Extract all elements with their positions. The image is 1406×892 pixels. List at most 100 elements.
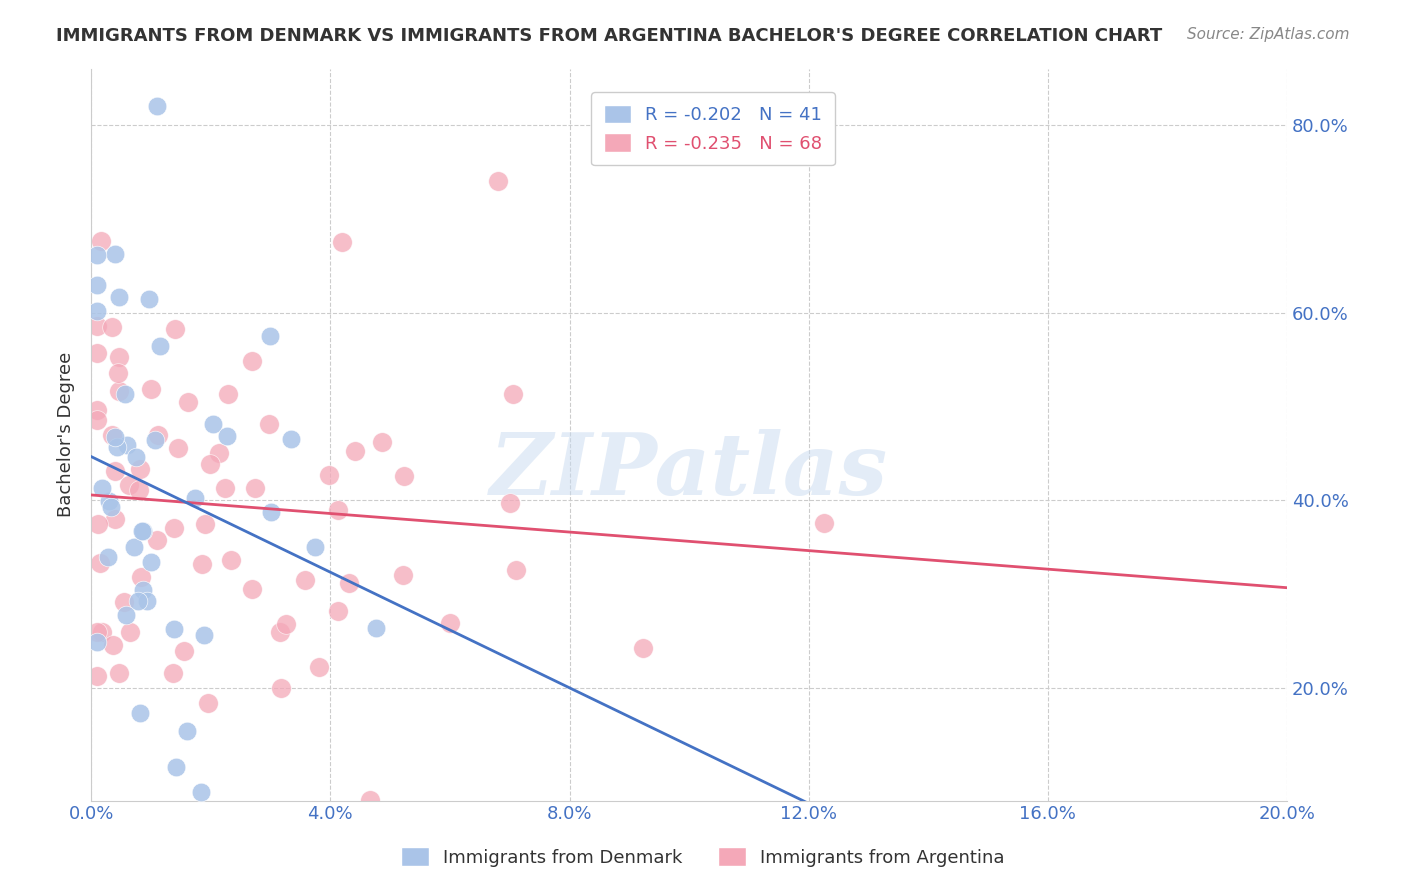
Immigrants from Argentina bbox=[813, 516, 835, 531]
Immigrants from Argentina bbox=[392, 469, 415, 483]
Immigrants from Argentina bbox=[219, 552, 242, 566]
Immigrants from Denmark bbox=[114, 387, 136, 401]
Immigrants from Denmark bbox=[131, 524, 153, 538]
Immigrants from Denmark bbox=[190, 785, 212, 799]
Immigrants from Denmark bbox=[138, 292, 160, 306]
Immigrants from Argentina bbox=[89, 557, 111, 571]
Immigrants from Argentina bbox=[107, 665, 129, 680]
Immigrants from Denmark bbox=[115, 607, 138, 622]
Immigrants from Argentina bbox=[173, 644, 195, 658]
Text: ZIPatlas: ZIPatlas bbox=[491, 429, 889, 513]
Immigrants from Denmark bbox=[260, 505, 283, 519]
Immigrants from Argentina bbox=[107, 366, 129, 380]
Immigrants from Denmark bbox=[86, 278, 108, 293]
Immigrants from Denmark bbox=[132, 524, 155, 538]
Immigrants from Denmark bbox=[139, 555, 162, 569]
Immigrants from Argentina bbox=[191, 558, 214, 572]
Immigrants from Argentina bbox=[294, 573, 316, 587]
Immigrants from Denmark bbox=[163, 622, 186, 636]
Immigrants from Argentina bbox=[217, 386, 239, 401]
Immigrants from Argentina bbox=[118, 478, 141, 492]
Immigrants from Denmark bbox=[86, 303, 108, 318]
Immigrants from Denmark bbox=[103, 247, 125, 261]
Immigrants from Argentina bbox=[162, 665, 184, 680]
Immigrants from Denmark bbox=[135, 593, 157, 607]
Immigrants from Argentina bbox=[486, 174, 509, 188]
Immigrants from Argentina bbox=[330, 235, 353, 249]
Immigrants from Denmark bbox=[132, 582, 155, 597]
Immigrants from Argentina bbox=[200, 457, 222, 471]
Immigrants from Argentina bbox=[90, 234, 112, 248]
Immigrants from Denmark bbox=[128, 706, 150, 720]
Immigrants from Denmark bbox=[217, 428, 239, 442]
Immigrants from Argentina bbox=[240, 354, 263, 368]
Immigrants from Argentina bbox=[86, 319, 108, 334]
Immigrants from Argentina bbox=[270, 681, 292, 695]
Immigrants from Denmark bbox=[176, 723, 198, 738]
Immigrants from Argentina bbox=[240, 582, 263, 597]
Immigrants from Argentina bbox=[141, 382, 163, 396]
Legend: Immigrants from Denmark, Immigrants from Argentina: Immigrants from Denmark, Immigrants from… bbox=[394, 840, 1012, 874]
Immigrants from Argentina bbox=[274, 617, 297, 632]
Immigrants from Argentina bbox=[337, 576, 360, 591]
Immigrants from Denmark bbox=[100, 500, 122, 514]
Immigrants from Denmark bbox=[143, 433, 166, 447]
Immigrants from Argentina bbox=[163, 521, 186, 535]
Immigrants from Argentina bbox=[90, 624, 112, 639]
Immigrants from Argentina bbox=[104, 512, 127, 526]
Immigrants from Denmark bbox=[97, 550, 120, 565]
Immigrants from Denmark bbox=[127, 593, 149, 607]
Immigrants from Argentina bbox=[269, 625, 291, 640]
Immigrants from Argentina bbox=[243, 482, 266, 496]
Immigrants from Argentina bbox=[128, 462, 150, 476]
Immigrants from Argentina bbox=[633, 640, 655, 655]
Immigrants from Argentina bbox=[128, 483, 150, 498]
Immigrants from Denmark bbox=[124, 541, 146, 555]
Immigrants from Argentina bbox=[101, 638, 124, 652]
Immigrants from Argentina bbox=[194, 516, 217, 531]
Immigrants from Argentina bbox=[120, 625, 142, 640]
Immigrants from Argentina bbox=[87, 517, 110, 532]
Immigrants from Denmark bbox=[105, 440, 128, 454]
Immigrants from Argentina bbox=[502, 387, 524, 401]
Immigrants from Argentina bbox=[326, 604, 349, 618]
Immigrants from Argentina bbox=[86, 345, 108, 359]
Immigrants from Argentina bbox=[176, 394, 198, 409]
Immigrants from Argentina bbox=[112, 595, 135, 609]
Immigrants from Denmark bbox=[86, 635, 108, 649]
Immigrants from Argentina bbox=[439, 615, 461, 630]
Text: IMMIGRANTS FROM DENMARK VS IMMIGRANTS FROM ARGENTINA BACHELOR'S DEGREE CORRELATI: IMMIGRANTS FROM DENMARK VS IMMIGRANTS FR… bbox=[56, 27, 1163, 45]
Immigrants from Denmark bbox=[304, 540, 326, 554]
Immigrants from Argentina bbox=[326, 502, 349, 516]
Immigrants from Argentina bbox=[108, 384, 131, 398]
Immigrants from Argentina bbox=[359, 793, 381, 807]
Immigrants from Denmark bbox=[98, 494, 121, 508]
Immigrants from Denmark bbox=[115, 438, 138, 452]
Immigrants from Argentina bbox=[371, 435, 394, 450]
Immigrants from Denmark bbox=[165, 760, 187, 774]
Y-axis label: Bachelor's Degree: Bachelor's Degree bbox=[58, 352, 75, 517]
Immigrants from Argentina bbox=[86, 413, 108, 427]
Legend: R = -0.202   N = 41, R = -0.235   N = 68: R = -0.202 N = 41, R = -0.235 N = 68 bbox=[591, 92, 835, 165]
Immigrants from Argentina bbox=[101, 428, 124, 442]
Immigrants from Argentina bbox=[146, 533, 169, 547]
Immigrants from Argentina bbox=[259, 417, 281, 431]
Immigrants from Argentina bbox=[148, 428, 170, 442]
Immigrants from Argentina bbox=[163, 322, 186, 336]
Immigrants from Argentina bbox=[167, 441, 190, 455]
Immigrants from Denmark bbox=[146, 99, 169, 113]
Immigrants from Argentina bbox=[214, 481, 236, 495]
Immigrants from Denmark bbox=[366, 621, 388, 635]
Immigrants from Argentina bbox=[505, 564, 527, 578]
Immigrants from Argentina bbox=[318, 468, 340, 483]
Immigrants from Argentina bbox=[343, 444, 366, 458]
Immigrants from Denmark bbox=[193, 628, 215, 642]
Immigrants from Denmark bbox=[201, 417, 224, 431]
Immigrants from Denmark bbox=[104, 430, 127, 444]
Immigrants from Denmark bbox=[259, 328, 281, 343]
Text: Source: ZipAtlas.com: Source: ZipAtlas.com bbox=[1187, 27, 1350, 42]
Immigrants from Argentina bbox=[308, 659, 330, 673]
Immigrants from Argentina bbox=[498, 496, 520, 510]
Immigrants from Argentina bbox=[391, 568, 413, 582]
Immigrants from Denmark bbox=[108, 290, 131, 304]
